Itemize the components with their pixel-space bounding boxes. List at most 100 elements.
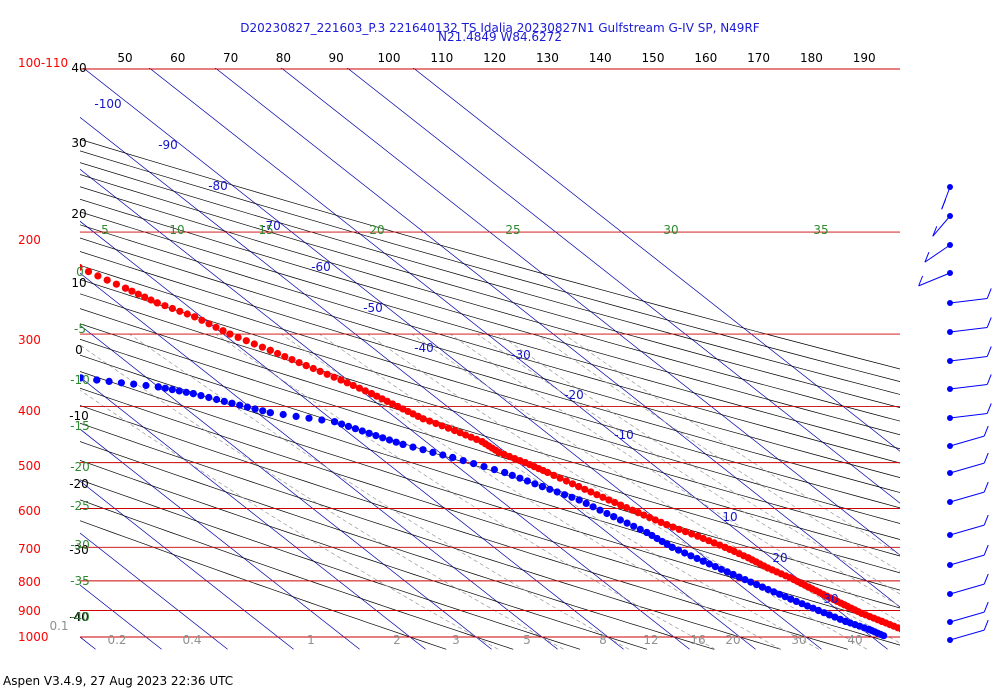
temperature-point	[258, 343, 266, 351]
temperature-point	[59, 257, 66, 264]
temperature-point	[478, 438, 486, 446]
dewpoint-point	[699, 557, 707, 565]
dewpoint-point	[729, 570, 737, 579]
dewpoint-point	[17, 317, 24, 324]
temperature-point	[575, 483, 583, 491]
temperature-point	[634, 508, 642, 517]
dewpoint-point	[21, 306, 28, 313]
dewpoint-point	[449, 453, 457, 462]
moist-adiabat-left-label: -20	[70, 460, 90, 474]
temperature-point	[878, 617, 886, 626]
wind-barb-shaft	[949, 435, 985, 447]
top-axis-tick-label: 90	[329, 51, 344, 65]
dewpoint-point	[820, 609, 828, 617]
temperature-point	[266, 346, 274, 354]
dewpoint-point	[674, 546, 683, 554]
dry-adiabat-line	[80, 308, 900, 557]
wind-barb-shaft	[949, 491, 985, 503]
isotherm-line	[346, 68, 900, 504]
dry-adiabat-line	[80, 499, 514, 650]
temperature-point	[823, 592, 831, 600]
mixing-ratio-line	[80, 344, 564, 650]
dewpoint-point	[168, 386, 176, 394]
dry-adiabat-line	[80, 224, 900, 464]
temperature-point	[250, 340, 258, 348]
dry-adiabat-line	[80, 237, 900, 478]
isotherm-label: 20	[772, 551, 787, 565]
dewpoint-point	[687, 552, 695, 560]
dewpoint-point	[409, 443, 417, 451]
moist-adiabat-label: 15	[258, 223, 273, 237]
temperature-point	[495, 448, 503, 456]
isotherm-line	[214, 68, 900, 608]
pressure-tick-label: 800	[18, 575, 41, 589]
top-axis-tick-label: 190	[853, 51, 876, 65]
temperature-point	[617, 501, 625, 509]
dewpoint-point	[508, 471, 516, 479]
temperature-point	[191, 313, 199, 321]
dry-adiabat-line	[80, 264, 900, 509]
top-axis-tick-label: 70	[223, 51, 238, 65]
temperature-point	[0, 232, 7, 239]
temperature-point	[556, 474, 564, 482]
pressure-tick-label: 1000	[18, 630, 49, 644]
mixing-ratio-line	[319, 333, 819, 650]
temperature-point	[657, 518, 665, 527]
moist-adiabat-left-label: -30	[70, 538, 90, 552]
temperature-point	[343, 379, 351, 387]
top-axis-tick-label: 50	[117, 51, 132, 65]
isotherm-line	[80, 532, 228, 650]
dewpoint-point	[236, 401, 244, 409]
temperature-point	[419, 415, 427, 423]
temperature-point	[473, 435, 481, 443]
top-axis-tick-label: 80	[276, 51, 291, 65]
isotherm-label: -50	[363, 301, 383, 315]
dry-adiabat-line	[80, 174, 900, 408]
dewpoint-point	[717, 565, 725, 573]
dewpoint-point	[758, 583, 767, 591]
isotherm-label: -20	[564, 388, 584, 402]
temperature-point	[593, 491, 601, 499]
dewpoint-point	[764, 585, 772, 594]
dewpoint-point	[14, 319, 21, 326]
wind-barb-shaft	[949, 462, 985, 474]
temperature-point	[451, 426, 459, 435]
dewpoint-point	[372, 432, 380, 440]
dewpoint-point	[189, 390, 197, 398]
top-axis-tick-label: 110	[430, 51, 453, 65]
pressure-tick-label: 100-110	[18, 56, 68, 70]
isotherm-label: -80	[208, 179, 228, 193]
dewpoint-point	[770, 588, 778, 596]
temperature-point	[438, 422, 446, 430]
moist-adiabat-left-label: 0	[76, 265, 84, 279]
dewpoint-point	[9, 331, 16, 338]
wind-barb-flag	[932, 226, 938, 237]
dewpoint-point	[80, 374, 85, 382]
dewpoint-point	[787, 595, 795, 603]
dewpoint-point	[538, 483, 547, 491]
dewpoint-point	[546, 485, 554, 493]
height-tick-label: -40	[69, 610, 89, 624]
dry-adiabat-line	[80, 520, 447, 650]
top-axis-tick-label: 130	[536, 51, 559, 65]
dewpoint-point	[197, 392, 205, 400]
moist-adiabat-left-label: -25	[70, 499, 90, 513]
dry-adiabat-line	[80, 387, 900, 646]
wind-barb-shaft	[949, 355, 988, 362]
dewpoint-point	[8, 300, 15, 307]
mixing-ratio-label: 12	[643, 633, 658, 647]
dewpoint-point	[182, 388, 190, 396]
dewpoint-point	[279, 410, 287, 419]
temperature-point	[226, 330, 234, 338]
temperature-point	[444, 424, 452, 432]
wind-barb-shaft	[918, 272, 951, 287]
temperature-point	[910, 630, 917, 637]
mixing-ratio-line	[411, 333, 900, 644]
dry-adiabat-line	[80, 338, 900, 591]
top-axis-tick-label: 160	[694, 51, 717, 65]
isotherm-line	[80, 428, 360, 650]
temperature-point	[467, 433, 475, 441]
dewpoint-point	[161, 384, 169, 392]
dewpoint-point	[711, 563, 719, 571]
